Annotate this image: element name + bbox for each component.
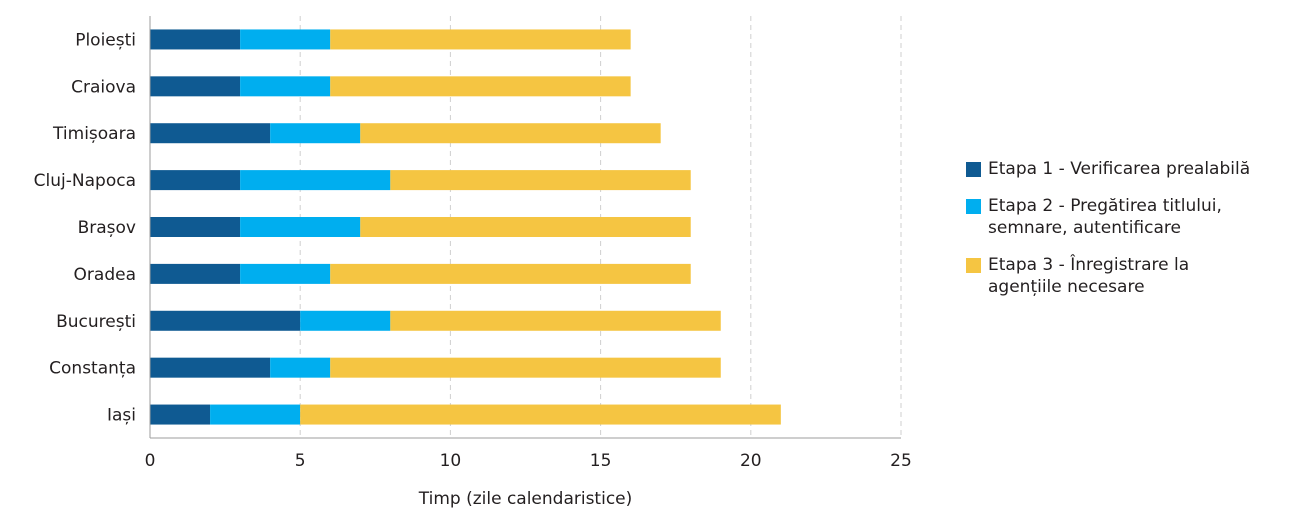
- bar-9-etapa-3: [300, 404, 781, 425]
- category-label: București: [56, 312, 136, 332]
- legend-item-etapa-3: Etapa 3 - Înregistrare la agențiile nece…: [966, 254, 1286, 298]
- x-tick-label: 20: [740, 451, 762, 471]
- legend-swatch-etapa-3: [966, 258, 981, 273]
- bar-3-etapa-1: [150, 123, 271, 144]
- bar-5-etapa-1: [150, 217, 241, 237]
- bar-1-etapa-3: [330, 29, 631, 50]
- legend-label-etapa-3-line-2: agențiile necesare: [988, 277, 1145, 297]
- x-tick-label: 15: [590, 451, 612, 471]
- category-labels: Ploiești Craiova Timișoara Cluj-Napoca Brașo…: [34, 30, 136, 425]
- bar-8-etapa-3: [330, 357, 721, 378]
- x-tick-labels: 0 5 10 15 20 25: [145, 451, 912, 471]
- x-tick-label: 10: [440, 451, 462, 471]
- category-label: Iași: [107, 406, 136, 426]
- bar-7-etapa-1: [150, 310, 301, 331]
- category-label: Brașov: [78, 218, 136, 238]
- bar-7-etapa-2: [300, 310, 391, 331]
- bar-2-etapa-3: [330, 76, 631, 97]
- bar-6-etapa-1: [150, 263, 241, 284]
- legend-label-etapa-1: Etapa 1 - Verificarea prealabilă: [988, 159, 1251, 179]
- bar-5-etapa-3: [360, 217, 691, 237]
- legend-swatch-etapa-2: [966, 199, 981, 214]
- legend-label-etapa-2-line-2: semnare, autentificare: [988, 218, 1181, 238]
- bar-4-etapa-1: [150, 170, 241, 191]
- category-label: Cluj-Napoca: [34, 171, 136, 191]
- bar-9-etapa-2: [210, 404, 301, 425]
- bar-8-etapa-2: [270, 357, 331, 378]
- legend-item-etapa-2: Etapa 2 - Pregătirea titlului, semnare, …: [966, 195, 1286, 239]
- bar-9-etapa-1: [150, 404, 211, 425]
- category-label: Timișoara: [52, 124, 136, 144]
- category-label: Ploiești: [75, 30, 136, 50]
- bar-3-etapa-3: [360, 123, 661, 144]
- category-label: Craiova: [71, 77, 136, 97]
- bar-1-etapa-2: [240, 29, 331, 50]
- bar-8-etapa-1: [150, 357, 271, 378]
- category-label: Constanța: [49, 359, 136, 379]
- bar-6-etapa-2: [240, 263, 331, 284]
- x-tick-label: 25: [890, 451, 912, 471]
- bar-4-etapa-2: [240, 170, 391, 191]
- bar-2-etapa-1: [150, 76, 241, 97]
- x-axis-title: Timp (zile calendaristice): [418, 489, 633, 509]
- legend: Etapa 1 - Verificarea prealabilă Etapa 2…: [966, 158, 1286, 313]
- x-tick-label: 0: [145, 451, 156, 471]
- x-tick-label: 5: [295, 451, 306, 471]
- category-label: Oradea: [74, 265, 136, 285]
- bar-3-etapa-2: [270, 123, 361, 144]
- legend-label-etapa-3-line-1: Etapa 3 - Înregistrare la: [988, 255, 1190, 275]
- bar-5-etapa-2: [240, 217, 361, 237]
- bar-1-etapa-1: [150, 29, 241, 50]
- legend-item-etapa-1: Etapa 1 - Verificarea prealabilă: [966, 158, 1286, 180]
- legend-label-etapa-2-line-1: Etapa 2 - Pregătirea titlului,: [988, 196, 1222, 216]
- bar-6-etapa-3: [330, 263, 691, 284]
- legend-swatch-etapa-1: [966, 162, 981, 177]
- bar-7-etapa-3: [390, 310, 721, 331]
- bar-2-etapa-2: [240, 76, 331, 97]
- bar-4-etapa-3: [390, 170, 691, 191]
- bars: [150, 29, 781, 425]
